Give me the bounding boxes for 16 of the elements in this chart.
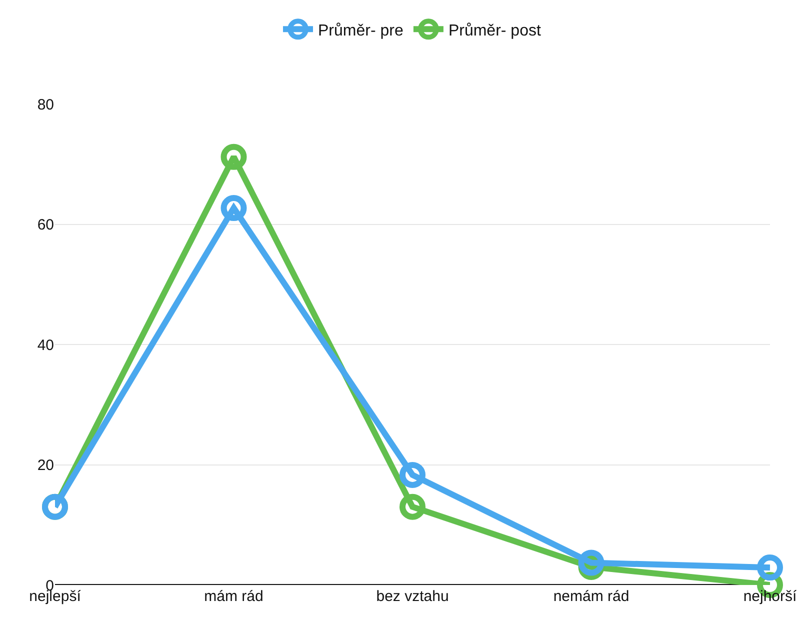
point — [400, 494, 426, 520]
point — [220, 195, 247, 222]
x-tick-label: mám rád — [204, 588, 264, 605]
x-tick-label: nejhorší — [743, 588, 798, 605]
point — [220, 144, 247, 170]
y-tick-label: 40 — [37, 336, 54, 354]
point — [757, 554, 783, 581]
legend-label: Průměr- pre — [318, 22, 404, 40]
point — [400, 462, 426, 488]
x-tick-label: bez vztahu — [376, 588, 449, 605]
point — [578, 550, 604, 576]
legend-label: Průměr- post — [448, 22, 542, 40]
y-tick-label: 80 — [37, 96, 54, 114]
y-tick-label: 20 — [37, 457, 54, 474]
x-tick-label: nemám rád — [553, 588, 630, 605]
y-tick-label: 60 — [37, 216, 54, 234]
